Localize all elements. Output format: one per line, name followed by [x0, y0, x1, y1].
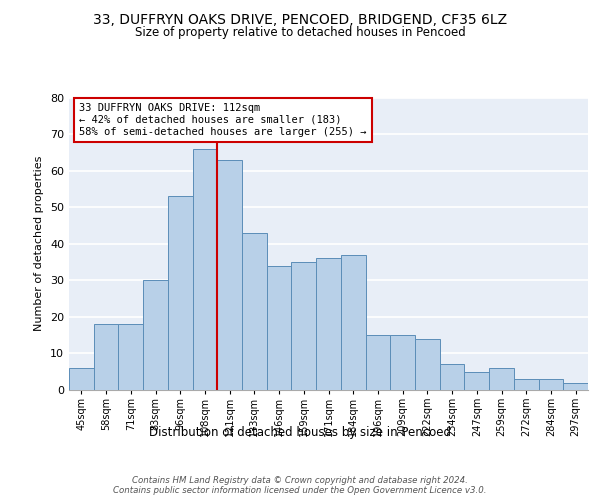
Bar	[118, 324, 143, 390]
Text: Contains HM Land Registry data © Crown copyright and database right 2024.
Contai: Contains HM Land Registry data © Crown c…	[113, 476, 487, 495]
Bar	[390, 335, 415, 390]
Bar	[464, 372, 489, 390]
Bar	[69, 368, 94, 390]
Bar	[217, 160, 242, 390]
Bar	[292, 262, 316, 390]
Bar	[415, 339, 440, 390]
Bar	[489, 368, 514, 390]
Text: Size of property relative to detached houses in Pencoed: Size of property relative to detached ho…	[134, 26, 466, 39]
Bar	[563, 382, 588, 390]
Text: 33 DUFFRYN OAKS DRIVE: 112sqm
← 42% of detached houses are smaller (183)
58% of : 33 DUFFRYN OAKS DRIVE: 112sqm ← 42% of d…	[79, 104, 367, 136]
Bar	[168, 196, 193, 390]
Bar	[341, 254, 365, 390]
Bar	[316, 258, 341, 390]
Bar	[365, 335, 390, 390]
Text: 33, DUFFRYN OAKS DRIVE, PENCOED, BRIDGEND, CF35 6LZ: 33, DUFFRYN OAKS DRIVE, PENCOED, BRIDGEN…	[93, 12, 507, 26]
Text: Distribution of detached houses by size in Pencoed: Distribution of detached houses by size …	[149, 426, 451, 439]
Bar	[94, 324, 118, 390]
Bar	[143, 280, 168, 390]
Bar	[242, 233, 267, 390]
Bar	[440, 364, 464, 390]
Bar	[514, 379, 539, 390]
Bar	[267, 266, 292, 390]
Bar	[539, 379, 563, 390]
Bar	[193, 148, 217, 390]
Y-axis label: Number of detached properties: Number of detached properties	[34, 156, 44, 332]
